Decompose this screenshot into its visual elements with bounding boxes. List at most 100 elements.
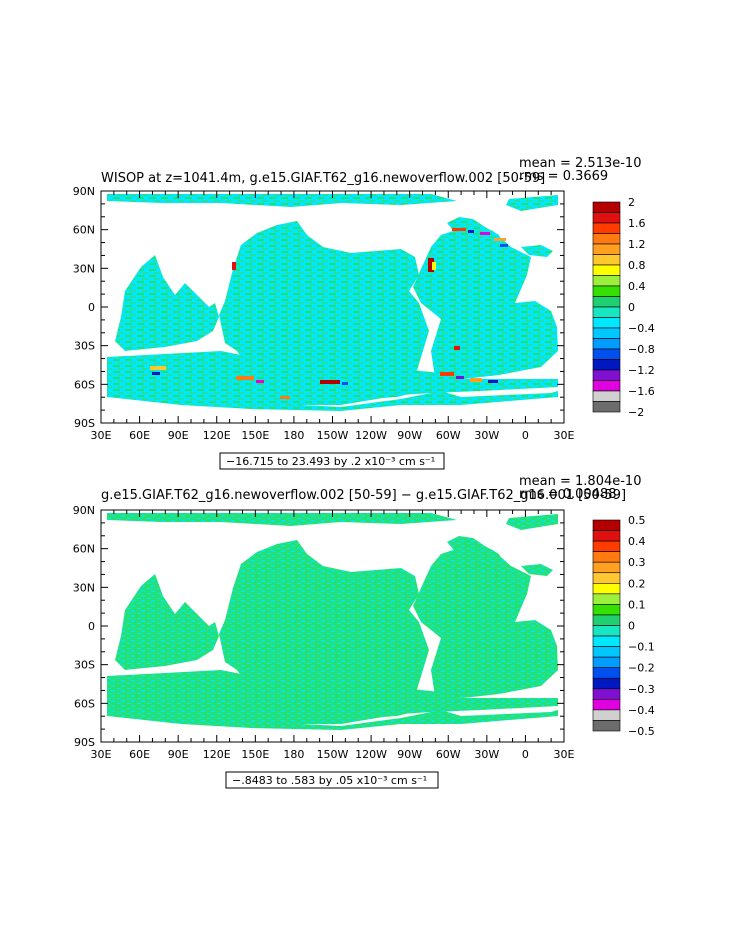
colorbar-label: 0.4 bbox=[628, 535, 646, 548]
colorbar-swatch bbox=[592, 380, 621, 392]
panel-1: WISOP at z=1041.4m, g.e15.GIAF.T62_g16.n… bbox=[73, 156, 655, 470]
x-tick-label: 90W bbox=[397, 429, 422, 442]
colorbar-swatch bbox=[592, 677, 621, 690]
panel-2-colorbar: 0.5 0.4 0.3 0.2 0.1 0 −0.1 −0.2 −0.3 −0.4 −0.5 bbox=[592, 514, 655, 738]
colorbar-label: −0.4 bbox=[628, 322, 655, 335]
colorbar-swatch bbox=[592, 656, 621, 669]
colorbar-swatch bbox=[592, 285, 621, 297]
colorbar-swatch bbox=[592, 201, 621, 213]
colorbar-swatch bbox=[592, 317, 621, 329]
x-tick-label: 90E bbox=[168, 748, 189, 761]
colorbar-swatch bbox=[592, 264, 621, 276]
x-tick-label: 30W bbox=[474, 429, 499, 442]
x-tick-label: 0 bbox=[522, 748, 529, 761]
y-tick-label: 30N bbox=[73, 262, 95, 275]
colorbar-label: −0.3 bbox=[628, 683, 655, 696]
y-tick-label: 60N bbox=[73, 224, 95, 237]
colorbar-swatch bbox=[592, 519, 621, 531]
y-tick-label: 0 bbox=[88, 301, 95, 314]
colorbar-label: 0 bbox=[628, 620, 635, 633]
colorbar-swatch bbox=[592, 390, 621, 402]
colorbar-swatch bbox=[592, 254, 621, 266]
colorbar-swatch bbox=[592, 327, 621, 339]
panel-1-range-label: −16.715 to 23.493 by .2 x10⁻³ cm s⁻¹ bbox=[226, 455, 435, 468]
colorbar-swatch bbox=[592, 614, 621, 626]
colorbar-label: 0 bbox=[628, 301, 635, 314]
panel-1-map bbox=[101, 191, 564, 423]
panel-2-range-box bbox=[225, 771, 439, 789]
y-tick-label: 30S bbox=[74, 659, 95, 672]
panel-2-rms: rms = 0.00488 bbox=[519, 487, 616, 502]
x-tick-label: 60W bbox=[436, 748, 461, 761]
colorbar-swatch bbox=[592, 646, 621, 658]
colorbar-swatch bbox=[592, 212, 621, 224]
colorbar-swatch bbox=[592, 561, 621, 574]
colorbar-swatch bbox=[592, 401, 621, 413]
colorbar-swatch bbox=[592, 593, 621, 605]
colorbar-label: 0.2 bbox=[628, 577, 646, 590]
colorbar-swatch bbox=[592, 369, 621, 381]
colorbar-swatch bbox=[592, 688, 621, 700]
x-tick-label: 90E bbox=[168, 429, 189, 442]
panel-1-mean: mean = 2.513e-10 bbox=[519, 156, 641, 171]
panel-1-colorbar: 2 1.6 1.2 0.8 0.4 0 −0.4 −0.8 −1.2 −1.6 −2 bbox=[592, 196, 655, 419]
colorbar-swatch bbox=[592, 635, 621, 647]
panel-2-title: g.e15.GIAF.T62_g16.newoverflow.002 [50-5… bbox=[101, 488, 626, 503]
x-tick-label: 150E bbox=[241, 429, 269, 442]
panel-2: g.e15.GIAF.T62_g16.newoverflow.002 [50-5… bbox=[73, 474, 655, 789]
x-tick-label: 150E bbox=[241, 748, 269, 761]
colorbar-swatch bbox=[592, 275, 621, 287]
x-tick-label: 30W bbox=[474, 748, 499, 761]
colorbar-swatch bbox=[592, 582, 621, 595]
colorbar-swatch bbox=[592, 338, 621, 350]
colorbar-swatch bbox=[592, 243, 621, 255]
x-tick-label: 180 bbox=[283, 748, 304, 761]
colorbar-swatch bbox=[592, 348, 621, 360]
colorbar-swatch bbox=[592, 540, 621, 552]
y-tick-label: 30N bbox=[73, 581, 95, 594]
colorbar-swatch bbox=[592, 604, 621, 616]
colorbar-label: 2 bbox=[628, 196, 635, 209]
colorbar-label: −0.5 bbox=[628, 725, 655, 738]
colorbar-label: 0.1 bbox=[628, 598, 646, 611]
colorbar-swatch bbox=[592, 359, 621, 371]
colorbar-label: 1.2 bbox=[628, 238, 646, 251]
x-tick-label: 120W bbox=[355, 429, 387, 442]
colorbar-label: −0.4 bbox=[628, 704, 655, 717]
colorbar-swatch bbox=[592, 720, 621, 732]
y-tick-label: 90S bbox=[74, 736, 95, 749]
x-tick-label: 180 bbox=[283, 429, 304, 442]
y-tick-label: 90S bbox=[74, 417, 95, 430]
y-tick-label: 60N bbox=[73, 543, 95, 556]
x-tick-label: 30E bbox=[91, 429, 112, 442]
colorbar-swatch bbox=[592, 551, 621, 563]
panel-1-title: WISOP at z=1041.4m, g.e15.GIAF.T62_g16.n… bbox=[101, 171, 545, 186]
x-tick-label: 90W bbox=[397, 748, 422, 761]
x-tick-label: 120E bbox=[203, 429, 231, 442]
colorbar-swatch bbox=[592, 709, 621, 721]
panel-2-axes: 30E 60E 90E 120E 150E 180 150W 120W 90W 60W 30W 0 30… bbox=[73, 504, 575, 761]
panel-1-rms: rms = 0.3669 bbox=[519, 169, 608, 184]
colorbar-swatch bbox=[592, 306, 621, 318]
y-tick-label: 90N bbox=[73, 504, 95, 517]
colorbar-swatch bbox=[592, 625, 621, 637]
colorbar-label: 0.5 bbox=[628, 514, 646, 527]
colorbar-label: −0.8 bbox=[628, 343, 655, 356]
x-tick-label: 60W bbox=[436, 429, 461, 442]
panel-1-axes: 30E 60E 90E 120E 150E 180 150W 120W 90W 60W 30W 0 30… bbox=[73, 185, 575, 442]
panel-2-map bbox=[101, 510, 564, 742]
colorbar-label: −0.1 bbox=[628, 641, 655, 654]
y-tick-label: 60S bbox=[74, 378, 95, 391]
colorbar-label: −2 bbox=[628, 406, 644, 419]
y-tick-label: 0 bbox=[88, 620, 95, 633]
x-tick-label: 150W bbox=[317, 748, 349, 761]
x-tick-label: 60E bbox=[129, 748, 150, 761]
panel-2-range-label: −.8483 to .583 by .05 x10⁻³ cm s⁻¹ bbox=[232, 774, 427, 787]
colorbar-label: −0.2 bbox=[628, 662, 655, 675]
x-tick-label: 120W bbox=[355, 748, 387, 761]
colorbar-swatch bbox=[592, 530, 621, 542]
colorbar-label: 0.8 bbox=[628, 259, 646, 272]
colorbar-swatch bbox=[592, 233, 621, 245]
x-tick-label: 30E bbox=[554, 429, 575, 442]
